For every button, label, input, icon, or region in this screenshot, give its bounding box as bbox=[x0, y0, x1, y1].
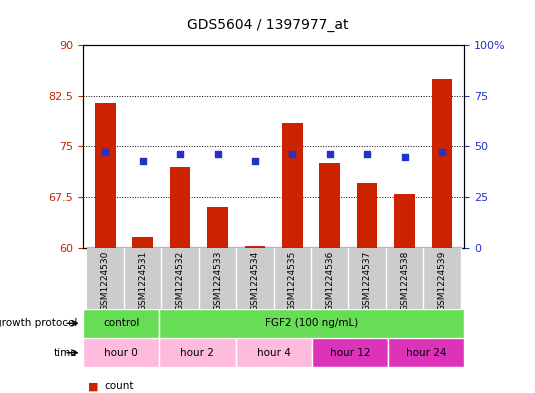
Text: GDS5604 / 1397977_at: GDS5604 / 1397977_at bbox=[187, 18, 348, 32]
Point bbox=[213, 151, 222, 158]
Point bbox=[288, 151, 296, 158]
Bar bbox=[162, 248, 199, 309]
Text: hour 0: hour 0 bbox=[104, 348, 138, 358]
Bar bbox=[388, 338, 464, 367]
Point bbox=[438, 149, 446, 156]
Text: GSM1224534: GSM1224534 bbox=[250, 251, 259, 311]
Bar bbox=[394, 194, 415, 248]
Bar bbox=[236, 248, 273, 309]
Point bbox=[139, 158, 147, 164]
Bar bbox=[432, 79, 452, 248]
Text: GSM1224531: GSM1224531 bbox=[138, 251, 147, 311]
Bar bbox=[312, 338, 388, 367]
Bar bbox=[386, 248, 423, 309]
Bar bbox=[133, 237, 153, 248]
Bar bbox=[95, 103, 116, 248]
Text: count: count bbox=[104, 381, 134, 391]
Text: hour 12: hour 12 bbox=[330, 348, 370, 358]
Bar bbox=[423, 248, 461, 309]
Bar bbox=[83, 309, 159, 338]
Bar bbox=[311, 248, 348, 309]
Bar bbox=[87, 248, 124, 309]
Bar bbox=[282, 123, 303, 248]
Bar bbox=[273, 248, 311, 309]
Text: hour 24: hour 24 bbox=[406, 348, 447, 358]
Text: hour 2: hour 2 bbox=[180, 348, 215, 358]
Bar bbox=[199, 248, 236, 309]
Text: GSM1224533: GSM1224533 bbox=[213, 251, 222, 311]
Bar bbox=[124, 248, 162, 309]
Text: FGF2 (100 ng/mL): FGF2 (100 ng/mL) bbox=[265, 318, 358, 328]
Point bbox=[176, 151, 185, 158]
Bar bbox=[207, 207, 228, 248]
Point bbox=[101, 149, 110, 156]
Bar bbox=[235, 338, 312, 367]
Text: time: time bbox=[54, 348, 78, 358]
Text: hour 4: hour 4 bbox=[257, 348, 291, 358]
Bar bbox=[348, 248, 386, 309]
Bar bbox=[83, 338, 159, 367]
Text: ■: ■ bbox=[88, 381, 99, 391]
Text: growth protocol: growth protocol bbox=[0, 318, 78, 328]
Bar bbox=[244, 246, 265, 248]
Text: GSM1224536: GSM1224536 bbox=[325, 251, 334, 311]
Point bbox=[363, 151, 371, 158]
Bar bbox=[170, 167, 190, 248]
Text: GSM1224530: GSM1224530 bbox=[101, 251, 110, 311]
Text: control: control bbox=[103, 318, 139, 328]
Text: GSM1224535: GSM1224535 bbox=[288, 251, 297, 311]
Text: GSM1224539: GSM1224539 bbox=[438, 251, 446, 311]
Point bbox=[325, 151, 334, 158]
Text: GSM1224537: GSM1224537 bbox=[363, 251, 372, 311]
Text: GSM1224532: GSM1224532 bbox=[175, 251, 185, 311]
Bar bbox=[319, 163, 340, 248]
Bar bbox=[159, 309, 464, 338]
Text: GSM1224538: GSM1224538 bbox=[400, 251, 409, 311]
Point bbox=[251, 158, 259, 164]
Bar bbox=[159, 338, 235, 367]
Point bbox=[400, 153, 409, 160]
Bar bbox=[357, 184, 377, 248]
